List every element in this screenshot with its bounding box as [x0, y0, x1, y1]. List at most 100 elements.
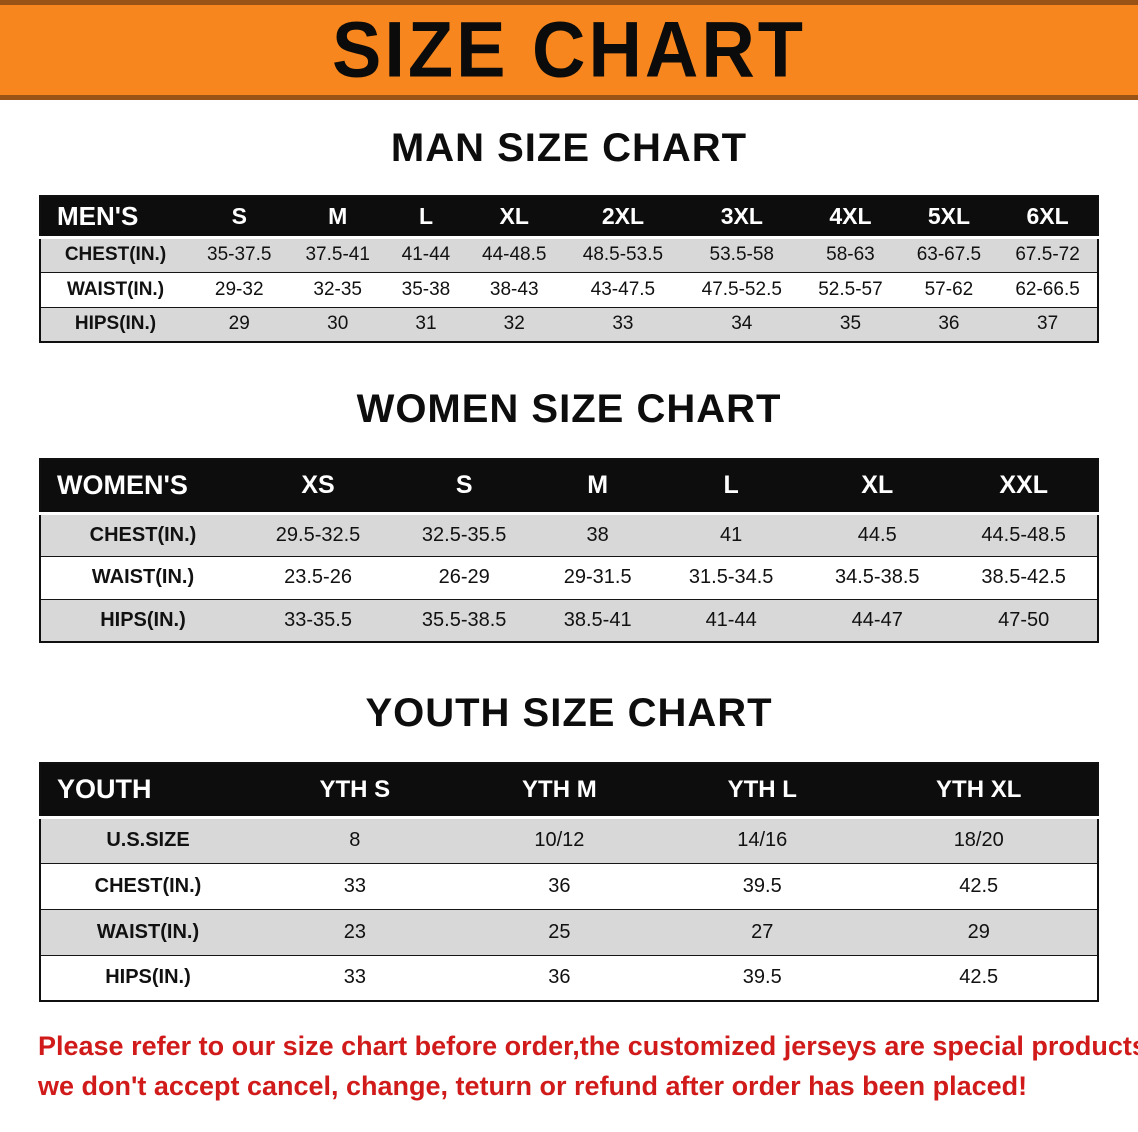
size-value: 32	[503, 313, 525, 335]
size-value: 30	[327, 313, 349, 335]
size-value: 48.5-53.5	[582, 244, 664, 265]
size-value: 57-62	[924, 278, 974, 300]
size-value: 18/20	[953, 829, 1004, 851]
size-value: 41-44	[705, 608, 757, 631]
size-value: 36	[938, 313, 960, 335]
size-column-header: 5XL	[899, 196, 999, 239]
table-header-row: WOMEN'S XS S M L XL XXL	[40, 459, 1098, 515]
row-label: WAIST(IN.)	[91, 566, 195, 588]
size-value: 38	[586, 523, 609, 546]
size-column-header: XL	[804, 459, 951, 515]
size-value: 27	[751, 920, 774, 943]
size-value: 62-66.5	[1015, 278, 1080, 300]
size-value: 33	[612, 313, 634, 335]
size-value: 32-35	[313, 278, 362, 300]
size-value: 37.5-41	[305, 244, 370, 265]
table-row: HIPS(IN.) 33-35.5 35.5-38.5 38.5-41 41-44 44-…	[40, 599, 1098, 642]
size-value: 35-37.5	[207, 244, 272, 265]
table-row: WAIST(IN.) 29-32 32-35 35-38 38-43 43-47.5 47.…	[40, 272, 1098, 307]
size-value: 33	[343, 874, 366, 897]
size-column-header: XS	[245, 459, 392, 515]
size-value: 38.5-42.5	[981, 566, 1066, 588]
size-value: 31.5-34.5	[688, 566, 774, 588]
table-corner-label: MEN'S	[40, 196, 190, 239]
size-value: 33	[343, 966, 366, 989]
size-value: 8	[349, 829, 361, 851]
men-size-section: MAN SIZE CHART MEN'S S M L XL 2XL 3XL 4XL 5XL 6XL…	[0, 126, 1138, 343]
size-column-header: S	[391, 459, 538, 515]
size-value: 26-29	[438, 566, 490, 588]
table-row: WAIST(IN.) 23 25 27 29	[40, 909, 1098, 955]
size-column-header: YTH L	[664, 763, 861, 819]
size-value: 38.5-41	[563, 608, 632, 631]
row-label: WAIST(IN.)	[66, 278, 165, 300]
disclaimer-line-2: we don't accept cancel, change, teturn o…	[38, 1071, 1028, 1101]
size-value: 36	[548, 966, 571, 989]
size-column-header: L	[386, 196, 465, 239]
table-row: HIPS(IN.) 33 36 39.5 42.5	[40, 955, 1098, 1001]
size-column-header: XL	[465, 196, 564, 239]
women-size-table: WOMEN'S XS S M L XL XXL CHEST(IN.) 29.5-32.5 32.5…	[39, 458, 1099, 643]
size-value: 29.5-32.5	[275, 523, 361, 546]
row-label: CHEST(IN.)	[64, 244, 167, 265]
size-chart-page: SIZE CHART MAN SIZE CHART MEN'S S M L XL 2XL 3…	[0, 0, 1138, 1101]
size-value: 34.5-38.5	[835, 566, 920, 588]
row-label: WAIST(IN.)	[96, 920, 200, 943]
size-value: 63-67.5	[916, 244, 982, 265]
size-column-header: 4XL	[801, 196, 900, 239]
size-value: 44-47	[851, 608, 903, 631]
row-label: CHEST(IN.)	[94, 874, 202, 897]
size-column-header: YTH XL	[860, 763, 1098, 819]
size-value: 35-38	[401, 278, 451, 300]
size-column-header: L	[658, 459, 805, 515]
size-value: 14/16	[737, 829, 788, 851]
youth-section-heading: YOUTH SIZE CHART	[365, 691, 773, 735]
size-column-header: XXL	[950, 459, 1098, 515]
size-value: 33-35.5	[284, 608, 352, 631]
size-value: 39.5	[742, 874, 782, 897]
page-title: SIZE CHART	[332, 5, 806, 94]
size-value: 38-43	[489, 278, 539, 300]
size-value: 52.5-57	[818, 278, 883, 300]
size-value: 43-47.5	[590, 278, 656, 300]
size-column-header: S	[190, 196, 289, 239]
row-label: HIPS(IN.)	[105, 966, 191, 989]
row-label: U.S.SIZE	[106, 829, 190, 851]
table-header-row: YOUTH YTH S YTH M YTH L YTH XL	[40, 763, 1098, 819]
table-row: CHEST(IN.) 35-37.5 37.5-41 41-44 44-48.5 48.5…	[40, 237, 1098, 272]
size-value: 29-32	[214, 278, 264, 300]
table-row: HIPS(IN.) 29 30 31 32 33 34 35 36 37	[40, 307, 1098, 342]
size-column-header: YTH M	[454, 763, 665, 819]
size-value: 34	[731, 313, 753, 335]
men-size-table: MEN'S S M L XL 2XL 3XL 4XL 5XL 6XL CHEST(IN.) 35-37…	[39, 195, 1099, 343]
table-row: U.S.SIZE 8 10/12 14/16 18/20	[40, 817, 1098, 863]
size-value: 44.5	[857, 523, 897, 546]
size-value: 67.5-72	[1015, 244, 1080, 265]
size-value: 25	[548, 920, 571, 943]
size-value: 44-48.5	[482, 244, 547, 265]
size-value: 41	[720, 523, 743, 546]
size-value: 23	[343, 920, 366, 943]
size-value: 10/12	[534, 829, 585, 851]
row-label: CHEST(IN.)	[89, 523, 197, 546]
size-value: 47-50	[998, 608, 1050, 631]
women-size-section: WOMEN SIZE CHART WOMEN'S XS S M L XL XXL CHEST(…	[0, 387, 1138, 643]
title-banner: SIZE CHART	[0, 0, 1138, 100]
disclaimer-line-1: Please refer to our size chart before or…	[38, 1031, 1138, 1061]
size-value: 35.5-38.5	[421, 608, 507, 631]
size-value: 58-63	[826, 244, 875, 265]
youth-size-section: YOUTH SIZE CHART YOUTH YTH S YTH M YTH L YTH…	[0, 691, 1138, 1002]
size-column-header: M	[288, 196, 387, 239]
size-value: 41-44	[401, 244, 451, 265]
youth-size-table: YOUTH YTH S YTH M YTH L YTH XL U.S.SIZE 8 10/12…	[39, 762, 1099, 1002]
size-value: 31	[415, 313, 437, 335]
size-value: 32.5-35.5	[421, 523, 507, 546]
table-row: CHEST(IN.) 29.5-32.5 32.5-35.5 38 41 44.5 44.5…	[40, 513, 1098, 556]
size-value: 35	[839, 313, 862, 335]
table-row: CHEST(IN.) 33 36 39.5 42.5	[40, 863, 1098, 909]
size-value: 29	[228, 313, 250, 335]
size-value: 23.5-26	[284, 566, 352, 588]
table-row: WAIST(IN.) 23.5-26 26-29 29-31.5 31.5-34.5 34…	[40, 556, 1098, 599]
size-value: 36	[548, 874, 571, 897]
size-column-header: YTH S	[255, 763, 455, 819]
